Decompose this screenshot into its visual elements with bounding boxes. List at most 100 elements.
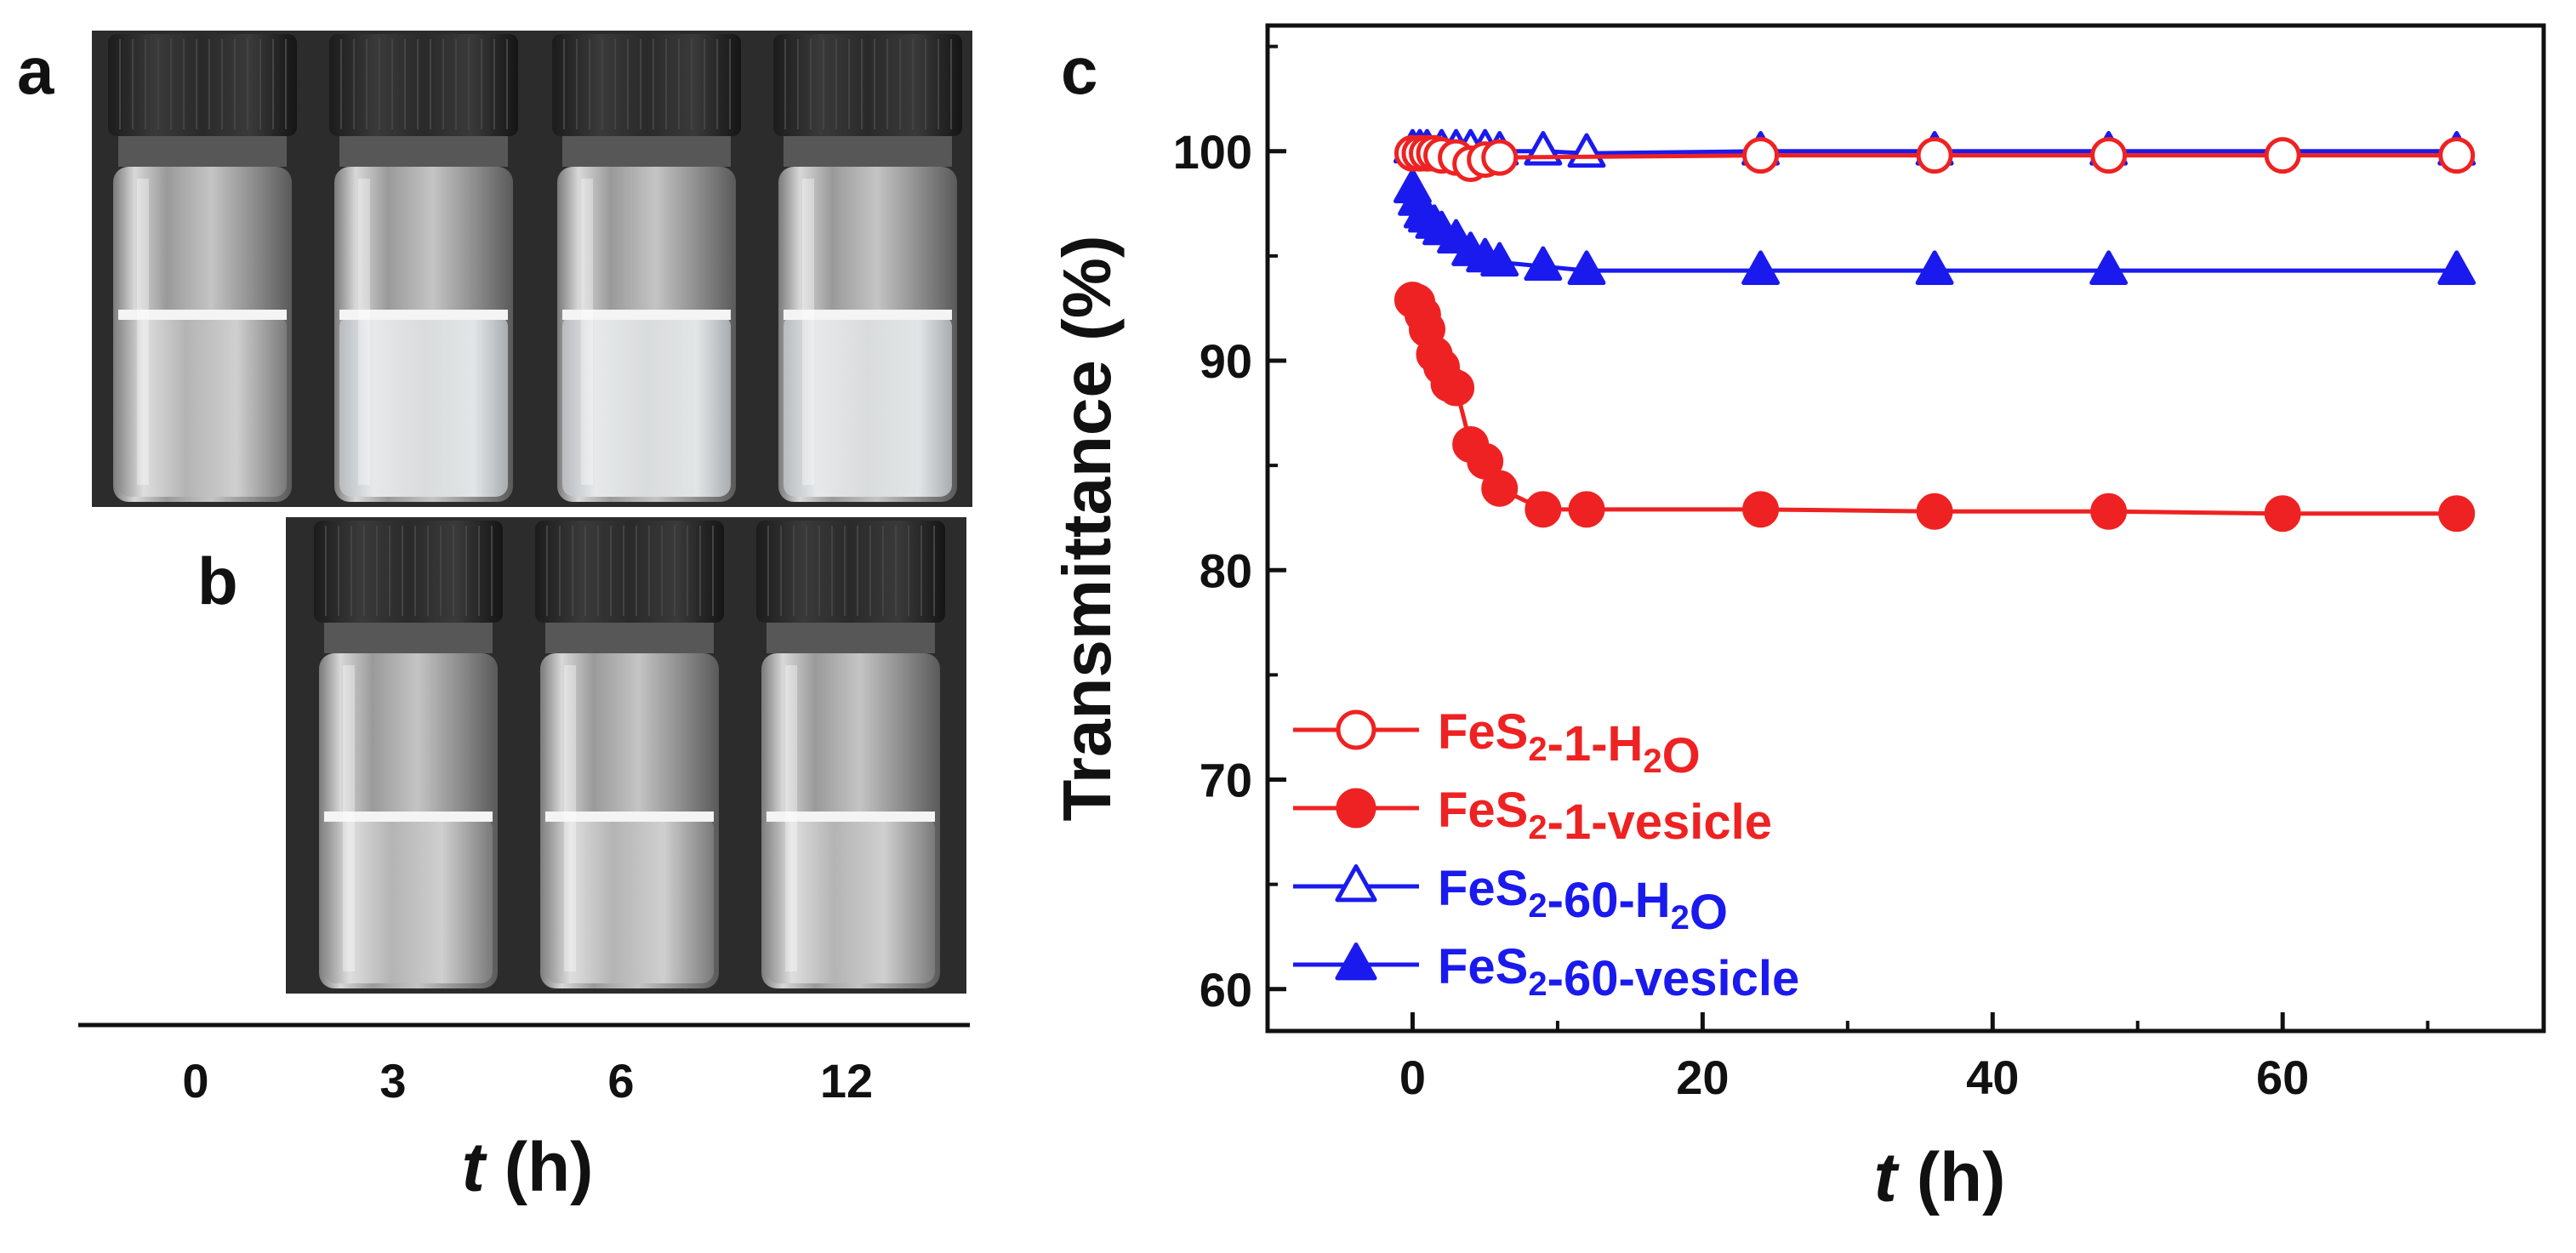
vial-liquid bbox=[324, 817, 493, 983]
data-point bbox=[1568, 491, 1605, 528]
data-point bbox=[1742, 491, 1780, 528]
vial-highlight bbox=[785, 665, 797, 971]
vial-highlight bbox=[581, 179, 593, 485]
series-3 bbox=[1393, 168, 2476, 285]
vial-liquid bbox=[784, 315, 952, 497]
legend-label: FeS2-1-H2O bbox=[1438, 704, 1701, 783]
panel-c-label: c bbox=[1061, 33, 1097, 108]
x-tick-label: 20 bbox=[1676, 1051, 1729, 1104]
vial-b-0 bbox=[314, 521, 503, 988]
vial-neck bbox=[562, 136, 731, 167]
vial-highlight bbox=[137, 179, 149, 485]
vial-neck bbox=[545, 623, 714, 653]
photo-panel-b bbox=[286, 517, 966, 994]
vial-neck bbox=[784, 136, 952, 167]
data-point bbox=[2264, 495, 2301, 533]
vial-cap bbox=[314, 521, 503, 623]
vial-b-2 bbox=[756, 521, 945, 988]
vial-neck bbox=[324, 623, 493, 653]
data-point bbox=[1481, 139, 1519, 176]
legend-label: FeS2-1-vesicle bbox=[1438, 783, 1772, 850]
vial-highlight bbox=[802, 179, 814, 485]
vial-neck bbox=[118, 136, 287, 167]
vial-liquid bbox=[118, 315, 287, 497]
vial-cap bbox=[108, 34, 297, 136]
y-tick-label: 100 bbox=[1173, 125, 1252, 179]
vial-liquid bbox=[767, 817, 935, 983]
y-tick-label: 80 bbox=[1200, 544, 1252, 597]
data-point bbox=[1916, 137, 1953, 174]
legend-item-1: FeS2-1-vesicle bbox=[1293, 783, 1772, 850]
photo-tick-label: 0 bbox=[182, 1054, 208, 1108]
vial-cap bbox=[773, 34, 962, 136]
data-point bbox=[1335, 864, 1377, 903]
vial-cap bbox=[535, 521, 724, 623]
data-point bbox=[2438, 137, 2476, 174]
data-point bbox=[2438, 495, 2476, 533]
legend-label: FeS2-60-H2O bbox=[1438, 861, 1728, 940]
vial-a-1 bbox=[329, 34, 518, 502]
series-0 bbox=[1393, 134, 2476, 183]
data-point bbox=[1915, 250, 1954, 285]
vial-cap bbox=[552, 34, 741, 136]
vial-liquid bbox=[562, 315, 731, 497]
series-line bbox=[1411, 298, 2457, 516]
data-point bbox=[1742, 137, 1780, 174]
photo-tick-label: 6 bbox=[607, 1054, 634, 1108]
data-point bbox=[1567, 133, 1606, 168]
legend-item-0: FeS2-1-H2O bbox=[1293, 704, 1701, 783]
data-point bbox=[1480, 242, 1519, 277]
legend-item-2: FeS2-60-H2O bbox=[1293, 861, 1728, 940]
vial-liquid bbox=[339, 315, 508, 497]
data-point bbox=[1525, 491, 1562, 528]
vial-neck bbox=[767, 623, 935, 653]
vial-a-0 bbox=[108, 34, 297, 502]
data-point bbox=[1336, 788, 1376, 829]
y-tick-label: 60 bbox=[1200, 963, 1252, 1017]
panel-b-label: b bbox=[197, 544, 238, 618]
vial-meniscus bbox=[562, 310, 731, 320]
panel-a-label: a bbox=[17, 33, 54, 108]
photo-tick-label: 12 bbox=[820, 1054, 873, 1108]
vial-liquid bbox=[545, 817, 714, 983]
vial-highlight bbox=[358, 179, 370, 485]
vial-b-1 bbox=[535, 521, 724, 988]
photo-axis-title: t (h) bbox=[462, 1129, 594, 1206]
data-point bbox=[2264, 137, 2301, 174]
axis-ticks: 60 70 80 90 100 0 20 40 60 bbox=[1173, 44, 2430, 1104]
vial-highlight bbox=[564, 665, 576, 971]
x-tick-label: 60 bbox=[2256, 1051, 2309, 1104]
vial-cap bbox=[329, 34, 518, 136]
data-point bbox=[2090, 493, 2128, 530]
data-point bbox=[1336, 709, 1376, 750]
vial-meniscus bbox=[324, 812, 493, 822]
vial-meniscus bbox=[784, 310, 952, 320]
photo-time-ticks: 0 3 6 12 bbox=[182, 1054, 873, 1108]
vial-neck bbox=[339, 136, 508, 167]
vial-meniscus bbox=[767, 812, 935, 822]
x-tick-label: 0 bbox=[1399, 1051, 1426, 1104]
data-point bbox=[1916, 493, 1953, 530]
vial-a-2 bbox=[552, 34, 741, 502]
legend-item-3: FeS2-60-vesicle bbox=[1293, 939, 1799, 1006]
data-point bbox=[1524, 246, 1563, 282]
data-point bbox=[2090, 137, 2128, 174]
data-point bbox=[2437, 250, 2476, 285]
data-point bbox=[1481, 470, 1519, 507]
data-point bbox=[1438, 369, 1475, 407]
data-point bbox=[2089, 250, 2129, 285]
series-1 bbox=[1393, 282, 2476, 533]
y-tick-label: 70 bbox=[1200, 754, 1252, 807]
vial-meniscus bbox=[339, 310, 508, 320]
plot-frame bbox=[1265, 23, 2546, 1034]
vial-a-3 bbox=[773, 34, 962, 502]
chart-panel-c: 60 70 80 90 100 0 20 40 60 FeS2-1-H2OFeS2-1-vesi… bbox=[1049, 23, 2546, 1216]
photo-panel-a bbox=[92, 31, 972, 507]
vial-highlight bbox=[343, 665, 355, 971]
vial-cap bbox=[756, 521, 945, 623]
y-axis-title: Transmittance (%) bbox=[1049, 235, 1125, 821]
vial-meniscus bbox=[118, 310, 287, 320]
legend-label: FeS2-60-vesicle bbox=[1438, 939, 1799, 1006]
